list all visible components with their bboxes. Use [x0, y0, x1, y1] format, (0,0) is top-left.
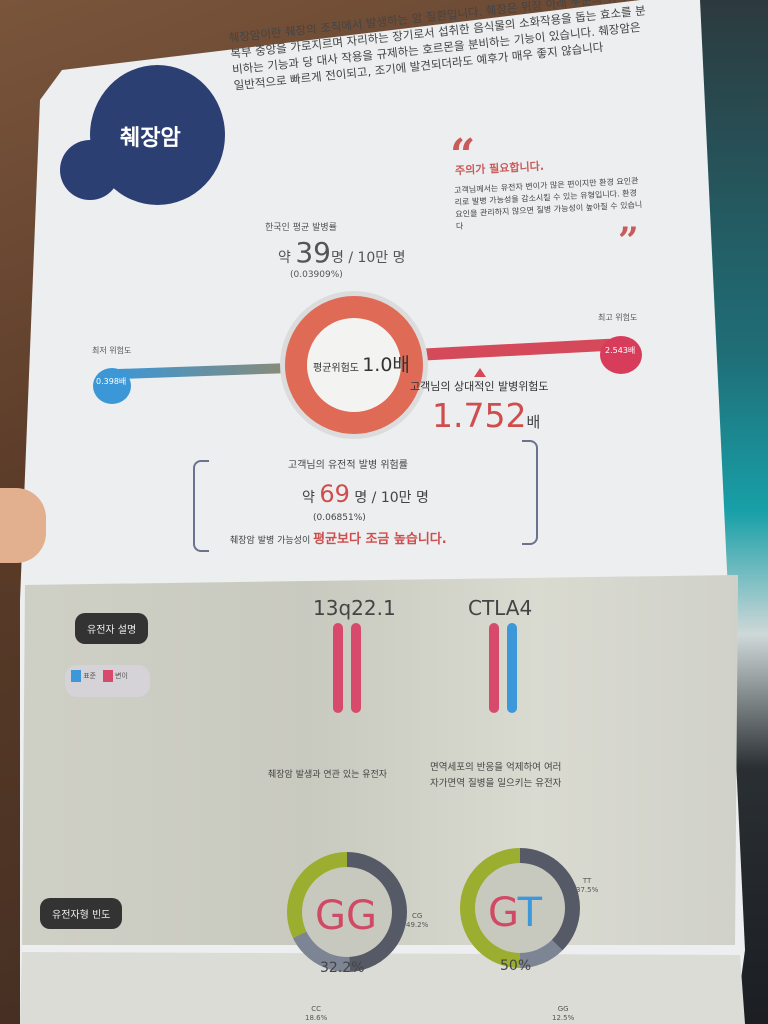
desc-line: 자가면역 질병을 일으키는 유전자 [430, 778, 562, 789]
other-percent: 12.5% [552, 1014, 575, 1022]
legend: 표준 변이 [71, 670, 128, 682]
other-percent: 37.5% [576, 886, 599, 894]
other-label: CG [411, 912, 423, 920]
legend-label-standard: 표준 [83, 672, 97, 680]
gene-name: 13q22.1 [313, 596, 396, 620]
frequency-section-label: 유전자형 빈도 [40, 898, 123, 929]
legend-swatch-standard [71, 670, 81, 682]
genotype-percent: 50% [500, 958, 532, 974]
genetic-risk-value: 약 69 명 / 10만 명 [302, 480, 429, 508]
genotype-other: CG 49.2% [406, 912, 428, 930]
other-label: TT [582, 877, 592, 885]
prefix: 약 [302, 490, 320, 506]
allele-b: T [517, 890, 543, 936]
bracket-left [193, 460, 209, 552]
average-value: 약 39명 / 10만 명 [278, 236, 406, 269]
title-badge [90, 65, 225, 205]
genetic-number: 69 [319, 480, 350, 508]
relative-risk-label: 고객님의 상대적인 발병위험도 [410, 380, 549, 393]
relative-risk-value: 1.752배 [432, 396, 540, 435]
min-risk-label: 최저 위험도 [92, 346, 132, 355]
message-highlight: 평균보다 조금 높습니다. [313, 532, 447, 547]
quote-open-icon: “ [450, 130, 476, 181]
min-risk-value: 0.398배 [96, 377, 127, 386]
gene-section-label: 유전자 설명 [75, 613, 149, 644]
average-number: 39 [295, 236, 331, 269]
prefix: 약 [278, 250, 296, 266]
chromosome-icon [333, 623, 343, 713]
max-risk-value: 2.543배 [605, 346, 636, 355]
center-label: 평균위험도 [313, 363, 363, 374]
relative-number: 1.752 [432, 396, 527, 435]
genotype-other: GG 12.5% [552, 1005, 574, 1023]
genotype-other: CC 18.6% [305, 1005, 327, 1023]
suffix: 명 / 10만 명 [330, 250, 406, 266]
average-label: 한국인 평균 발병률 [265, 223, 337, 233]
relative-risk-marker-icon [474, 368, 486, 377]
genotype-label: GG [315, 893, 377, 939]
chromosome-icon [489, 623, 499, 713]
legend-label-variant: 변이 [115, 672, 128, 680]
donut-hole [302, 867, 392, 957]
donut-hole [475, 863, 565, 953]
allele-a: G [488, 890, 518, 936]
hand-thumb [0, 488, 46, 563]
suffix: 명 / 10만 명 [349, 490, 429, 506]
center-value: 1.0배 [362, 354, 410, 376]
genotype-other: TT 37.5% [576, 877, 598, 895]
legend-swatch-variant [102, 670, 113, 682]
other-percent: 49.2% [406, 921, 429, 929]
other-percent: 18.6% [305, 1014, 328, 1022]
other-label: GG [557, 1005, 569, 1013]
quote-close-icon: ” [618, 220, 639, 262]
genetic-risk-percent: (0.06851%) [313, 513, 366, 523]
max-risk-dot [600, 336, 642, 374]
average-risk-text: 평균위험도 1.0배 [313, 350, 410, 377]
genotype-percent: 32.2% [320, 960, 365, 976]
genetic-risk-message: 췌장암 발병 가능성이 평균보다 조금 높습니다. [230, 528, 447, 547]
chromosome-icon [351, 623, 361, 713]
page-title: 췌장암 [120, 126, 181, 151]
bracket-right [522, 440, 538, 545]
message-prefix: 췌장암 발병 가능성이 [230, 536, 314, 546]
other-label: CC [311, 1005, 322, 1013]
min-risk-dot [93, 368, 131, 404]
genotype-label: GT [488, 890, 542, 936]
relative-unit: 배 [526, 413, 541, 431]
desc-line: 면역세포의 반응을 억제하여 여러 [430, 762, 562, 773]
gene-description: 췌장암 발생과 연관 있는 유전자 [268, 770, 388, 780]
gene-name: CTLA4 [468, 596, 533, 620]
max-risk-label: 최고 위험도 [598, 313, 638, 322]
chromosome-icon [507, 623, 517, 713]
average-percent: (0.03909%) [290, 270, 343, 280]
genetic-risk-label: 고객님의 유전적 발병 위험률 [288, 460, 408, 471]
